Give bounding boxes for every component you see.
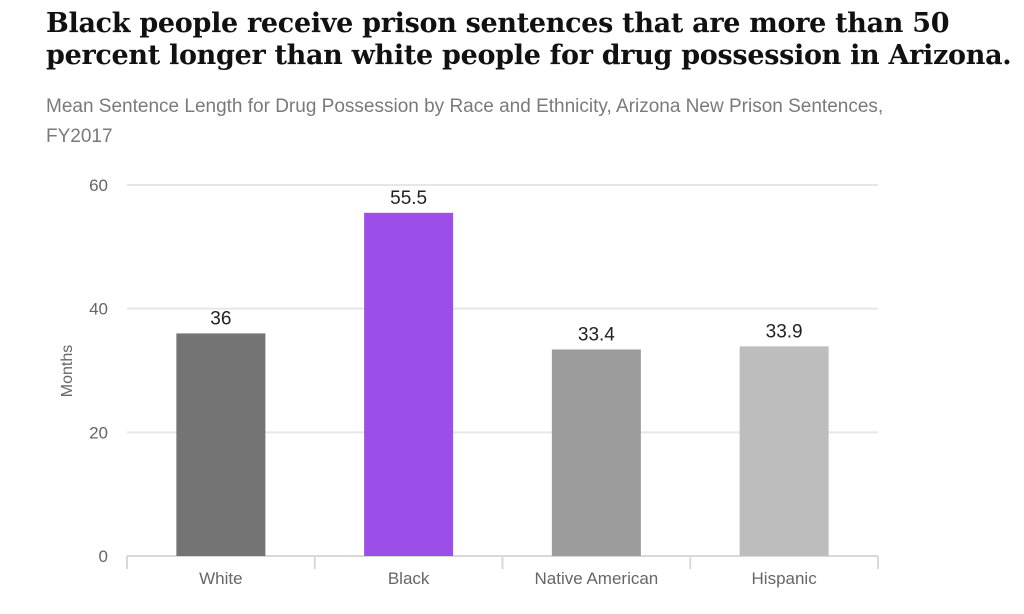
- chart-subtitle: Mean Sentence Length for Drug Possession…: [46, 96, 884, 147]
- x-tick-label: White: [199, 569, 242, 588]
- y-tick-label: 20: [89, 423, 108, 442]
- data-label: 33.4: [578, 324, 615, 345]
- y-tick-label: 40: [89, 300, 108, 319]
- chart-title: Black people receive prison sentences th…: [46, 8, 1012, 71]
- data-label: 36: [210, 308, 231, 329]
- x-tick-label: Hispanic: [752, 569, 818, 588]
- bar-black: [364, 212, 454, 556]
- data-label: 33.9: [766, 321, 803, 342]
- bar-hispanic: [739, 346, 829, 556]
- bar-native-american: [551, 349, 641, 556]
- y-axis-label: Months: [59, 345, 76, 397]
- x-tick-label: Native American: [534, 569, 658, 588]
- data-label: 55.5: [390, 188, 427, 209]
- x-tick-label: Black: [388, 569, 430, 588]
- bar-white: [176, 333, 266, 556]
- y-tick-label: 60: [89, 176, 108, 195]
- y-tick-label: 0: [99, 547, 108, 566]
